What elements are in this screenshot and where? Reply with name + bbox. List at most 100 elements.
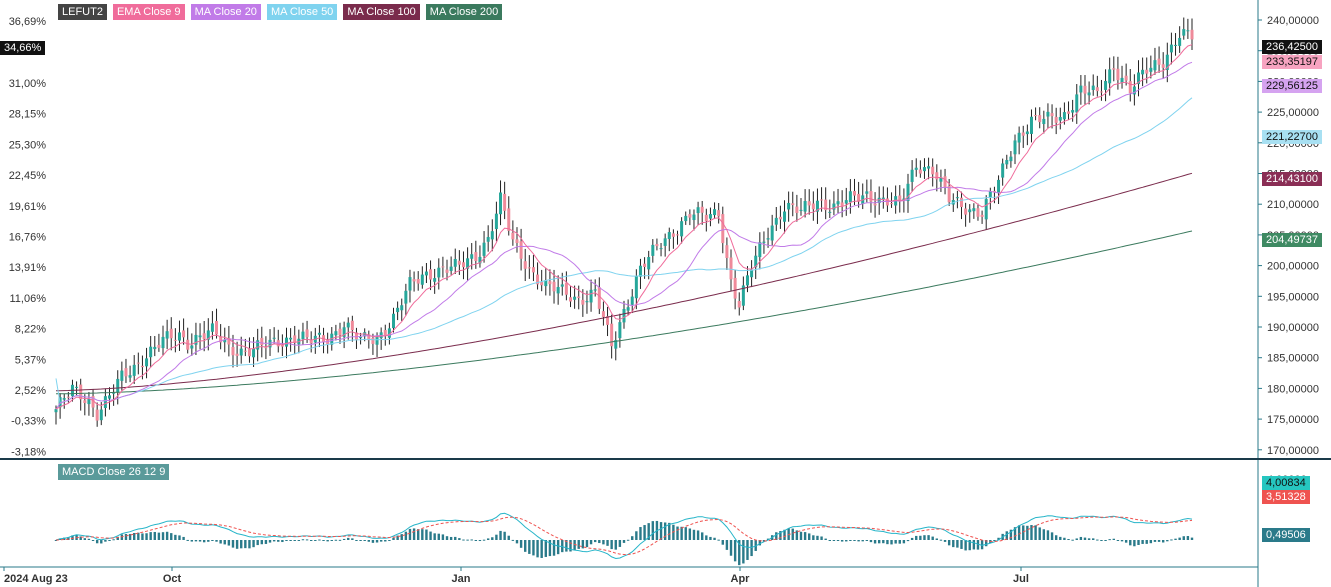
candle-body [99,409,103,421]
candle-body [1178,37,1182,46]
macd-histogram-bar [968,540,971,551]
candle-body [95,409,99,421]
macd-histogram-bar [1042,529,1046,540]
legend: LEFUT2 EMA Close 9 MA Close 20 MA Close 50 M… [58,4,503,20]
macd-histogram-bar [412,528,416,540]
macd-histogram-bar [338,539,342,541]
macd-histogram-bar [626,539,630,541]
legend-item-4[interactable]: MA Close 100 [343,4,420,20]
candle-body [161,336,165,349]
macd-histogram-bar [1022,525,1025,540]
macd-histogram-bar [1166,540,1169,542]
legend-item-3[interactable]: MA Close 50 [266,4,338,20]
macd-histogram-bar [124,533,128,540]
candle-body [515,239,519,244]
candle-body [289,337,293,340]
macd-histogram-bar [425,529,428,540]
candle-body [149,346,153,358]
candle-body [153,346,157,350]
macd-histogram-bar [1124,540,1128,543]
candle-body [778,216,782,220]
macd-histogram-bar [742,540,745,564]
macd-histogram-bar [408,528,412,540]
macd-histogram-bar [663,522,667,540]
candle-body [688,214,692,218]
macd-histogram-bar [128,533,132,540]
legend-item-0[interactable]: LEFUT2 [58,4,107,20]
macd-histogram-bar [281,540,284,543]
macd-histogram-bar [347,537,350,540]
macd-histogram-bar [445,536,449,540]
candle-body [927,166,931,169]
candle-body [519,241,523,259]
macd-histogram-bar [919,535,922,540]
macd-histogram-bar [441,534,445,540]
candle-body [461,262,465,268]
candle-body [210,323,214,332]
candle-body [988,191,992,198]
macd-histogram-bar [849,540,852,541]
macd-histogram-bar [256,540,259,546]
macd-histogram-bar [54,540,58,541]
macd-histogram-bar [211,540,214,541]
last-value-tag: 204,49737 [1262,233,1322,247]
candle-body [305,329,309,338]
macd-histogram-bar [400,534,403,540]
macd-histogram-bar [647,523,650,540]
time-tick-label: Jul [1013,573,1029,585]
macd-histogram-bar [845,540,848,542]
candle-body [1165,54,1169,70]
candle-body [676,234,680,236]
candle-body [1128,81,1132,94]
macd-histogram-bar [252,540,255,548]
macd-histogram-bar [1009,529,1013,540]
candle-body [531,267,535,273]
macd-histogram-bar [396,535,399,540]
macd-histogram-bar [260,540,263,545]
candle-body [984,199,988,220]
macd-histogram-bar [133,532,136,540]
candle-body [577,296,581,298]
macd-histogram-bar [915,535,918,540]
macd-histogram-bar [359,540,362,541]
macd-histogram-bar [486,538,490,540]
macd-histogram-bar [170,533,173,540]
candle-body [79,384,83,400]
candle-body [918,169,922,174]
right-tick-label: 200,00000 [1267,261,1319,273]
candle-body [1087,92,1091,96]
macd-histogram-bar [705,535,708,540]
macd-histogram-bar [873,540,877,544]
candle-body [503,193,507,211]
macd-histogram-bar [137,532,140,540]
macd-histogram-bar [956,540,959,548]
left-tick-label: 22,45% [9,170,47,182]
macd-histogram-bar [112,539,115,541]
time-tick-label: Jan [452,573,471,585]
macd-histogram-bar [174,534,177,540]
macd-histogram-bar [417,529,420,540]
candle-body [638,265,642,277]
candle-body [404,290,408,304]
candle-body [441,266,445,268]
candle-body [173,339,177,341]
last-value-tag: 214,43100 [1262,172,1322,186]
macd-histogram-bar [680,526,683,540]
macd-histogram-bar [511,539,515,541]
legend-item-5[interactable]: MA Close 200 [425,4,503,20]
macd-histogram-bar [766,538,770,540]
macd-histogram-bar [433,533,436,540]
candle-body [997,179,1001,194]
right-tick-label: 195,00000 [1267,291,1319,303]
candle-body [750,269,754,278]
candle-body [1116,68,1120,81]
candle-body [622,308,626,323]
legend-item-2[interactable]: MA Close 20 [190,4,261,20]
candle-body [420,274,424,285]
legend-item-1[interactable]: EMA Close 9 [112,4,185,20]
candle-body [832,203,836,210]
candle-body [807,201,811,206]
macd-histogram-bar [1129,540,1132,546]
macd-histogram-bar [565,540,568,552]
